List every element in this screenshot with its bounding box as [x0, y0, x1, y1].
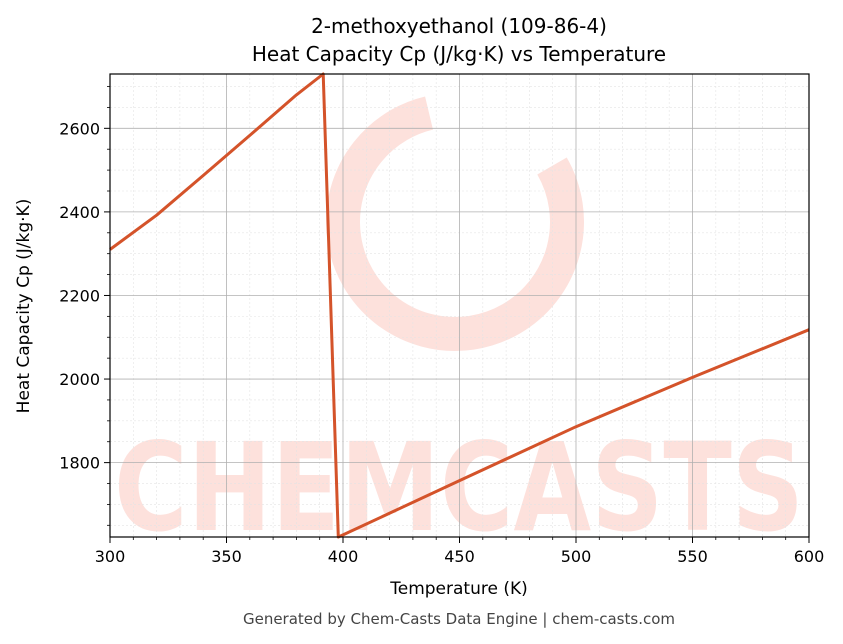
watermark: CHEMCASTS	[114, 93, 804, 559]
y-tick-label: 2000	[59, 370, 100, 389]
x-tick-label: 300	[95, 547, 126, 566]
y-axis-label: Heat Capacity Cp (J/kg·K)	[14, 199, 34, 414]
x-tick-label: 400	[328, 547, 359, 566]
series-group	[109, 72, 810, 539]
watermark-text: CHEMCASTS	[114, 417, 804, 559]
watermark-logo-ring	[326, 93, 584, 351]
x-tick-label: 350	[211, 547, 242, 566]
y-tick-label: 1800	[59, 454, 100, 473]
y-tick-label: 2600	[59, 119, 100, 138]
chart-subtitle: Heat Capacity Cp (J/kg·K) vs Temperature	[252, 42, 666, 66]
x-tick-label: 600	[794, 547, 825, 566]
x-tick-label: 450	[444, 547, 475, 566]
footer-credit: Generated by Chem-Casts Data Engine | ch…	[243, 610, 675, 628]
chart-title: 2-methoxyethanol (109-86-4)	[311, 14, 607, 38]
x-tick-label: 500	[561, 547, 592, 566]
y-tick-label: 2200	[59, 286, 100, 305]
series-line	[109, 72, 810, 539]
y-tick-label: 2400	[59, 203, 100, 222]
axis-ticks: 300 350 400 450 500 550 600 1800 2000 2200 2400 260…	[59, 86, 825, 566]
x-tick-label: 550	[677, 547, 708, 566]
x-axis-label: Temperature (K)	[389, 579, 528, 599]
